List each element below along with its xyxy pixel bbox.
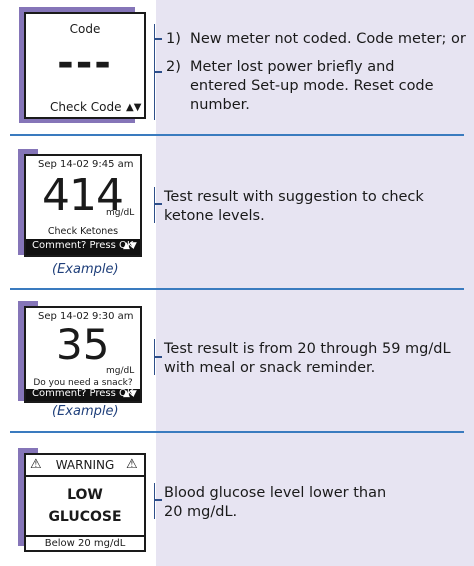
section-divider	[10, 134, 464, 136]
warning-icon: ⚠	[30, 457, 42, 472]
display-rule	[26, 535, 144, 537]
display-date: Sep 14-02	[38, 159, 90, 170]
meter-display-warning: ⚠ WARNING ⚠ LOW GLUCOSE Below 20 mg/dL	[18, 448, 154, 555]
section-divider	[10, 431, 464, 433]
description-item-1: 1) New meter not coded. Code meter; or	[166, 31, 466, 47]
display-time: 9:45 am	[92, 159, 134, 170]
display-message: Do you need a snack?	[33, 378, 133, 388]
comment-bar: Comment? Press OK ▲▼	[26, 388, 140, 401]
display-date: Sep 14-02	[38, 311, 90, 322]
arrows-icon: ▲▼	[126, 102, 142, 113]
arrows-icon: ▲▼	[123, 241, 137, 251]
display-unit: mg/dL	[106, 208, 135, 218]
section-divider	[10, 288, 464, 290]
bracket	[154, 187, 161, 223]
warning-icon: ⚠	[126, 457, 138, 472]
description-low-glucose: Blood glucose level lower than 20 mg/dL.	[164, 485, 387, 520]
display-value: 35	[56, 320, 110, 369]
description-snack: Test result is from 20 through 59 mg/dL …	[164, 341, 451, 376]
display-unit: mg/dL	[106, 366, 135, 376]
display-bottom-label: Check Code	[50, 100, 122, 114]
bracket-tick	[154, 38, 162, 40]
meter-display-ketones: Sep 14-02 9:45 am 414 mg/dL Check Ketone…	[18, 149, 154, 264]
display-rule	[26, 475, 144, 477]
meter-display-code: Code --- Check Code ▲▼	[19, 7, 152, 130]
display-bottom: Below 20 mg/dL	[44, 538, 126, 549]
meter-display-snack: Sep 14-02 9:30 am 35 mg/dL Do you need a…	[18, 301, 154, 410]
example-caption: (Example)	[52, 262, 119, 277]
display-main-value: ---	[57, 40, 113, 86]
display-line-1: LOW	[67, 487, 103, 503]
display-top-label: Code	[69, 22, 101, 36]
bracket-tick	[154, 71, 162, 73]
display-value: 414	[42, 170, 124, 221]
display-time: 9:30 am	[92, 311, 134, 322]
bracket-tick	[154, 499, 162, 501]
bracket	[154, 483, 161, 519]
comment-bar: Comment? Press OK ▲▼	[26, 239, 140, 255]
bracket-tick	[154, 356, 162, 358]
example-caption: (Example)	[52, 404, 119, 419]
display-line-2: GLUCOSE	[48, 509, 122, 525]
display-message: Check Ketones	[47, 226, 119, 237]
arrows-icon: ▲▼	[123, 389, 137, 399]
description-ketones: Test result with suggestion to check ket…	[164, 189, 424, 224]
bracket-tick	[154, 203, 162, 205]
description-panel	[156, 0, 474, 566]
display-warning: WARNING	[55, 458, 115, 472]
description-item-2: 2) Meter lost power briefly and entered S…	[166, 59, 434, 113]
